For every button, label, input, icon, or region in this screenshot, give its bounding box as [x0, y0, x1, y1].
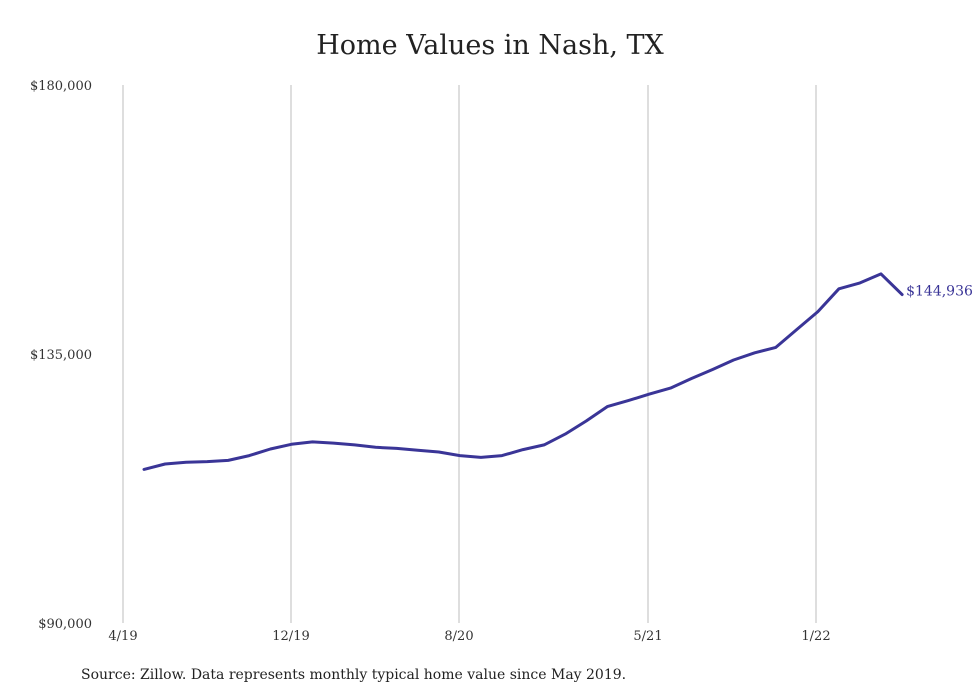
x-tick-label: 1/22: [801, 629, 830, 644]
chart-title: Home Values in Nash, TX: [316, 30, 664, 61]
series-line: [142, 272, 904, 471]
source-note: Source: Zillow. Data represents monthly …: [81, 667, 627, 683]
y-tick-label: $135,000: [30, 348, 92, 363]
x-tick-label: 5/21: [633, 629, 662, 644]
x-tick-label: 12/19: [272, 629, 309, 644]
x-tick-label: 4/19: [108, 629, 137, 644]
y-tick-label: $90,000: [38, 617, 92, 632]
end-value-label: $144,936: [906, 284, 973, 300]
x-tick-label: 8/20: [444, 629, 473, 644]
y-tick-label: $180,000: [30, 79, 92, 94]
